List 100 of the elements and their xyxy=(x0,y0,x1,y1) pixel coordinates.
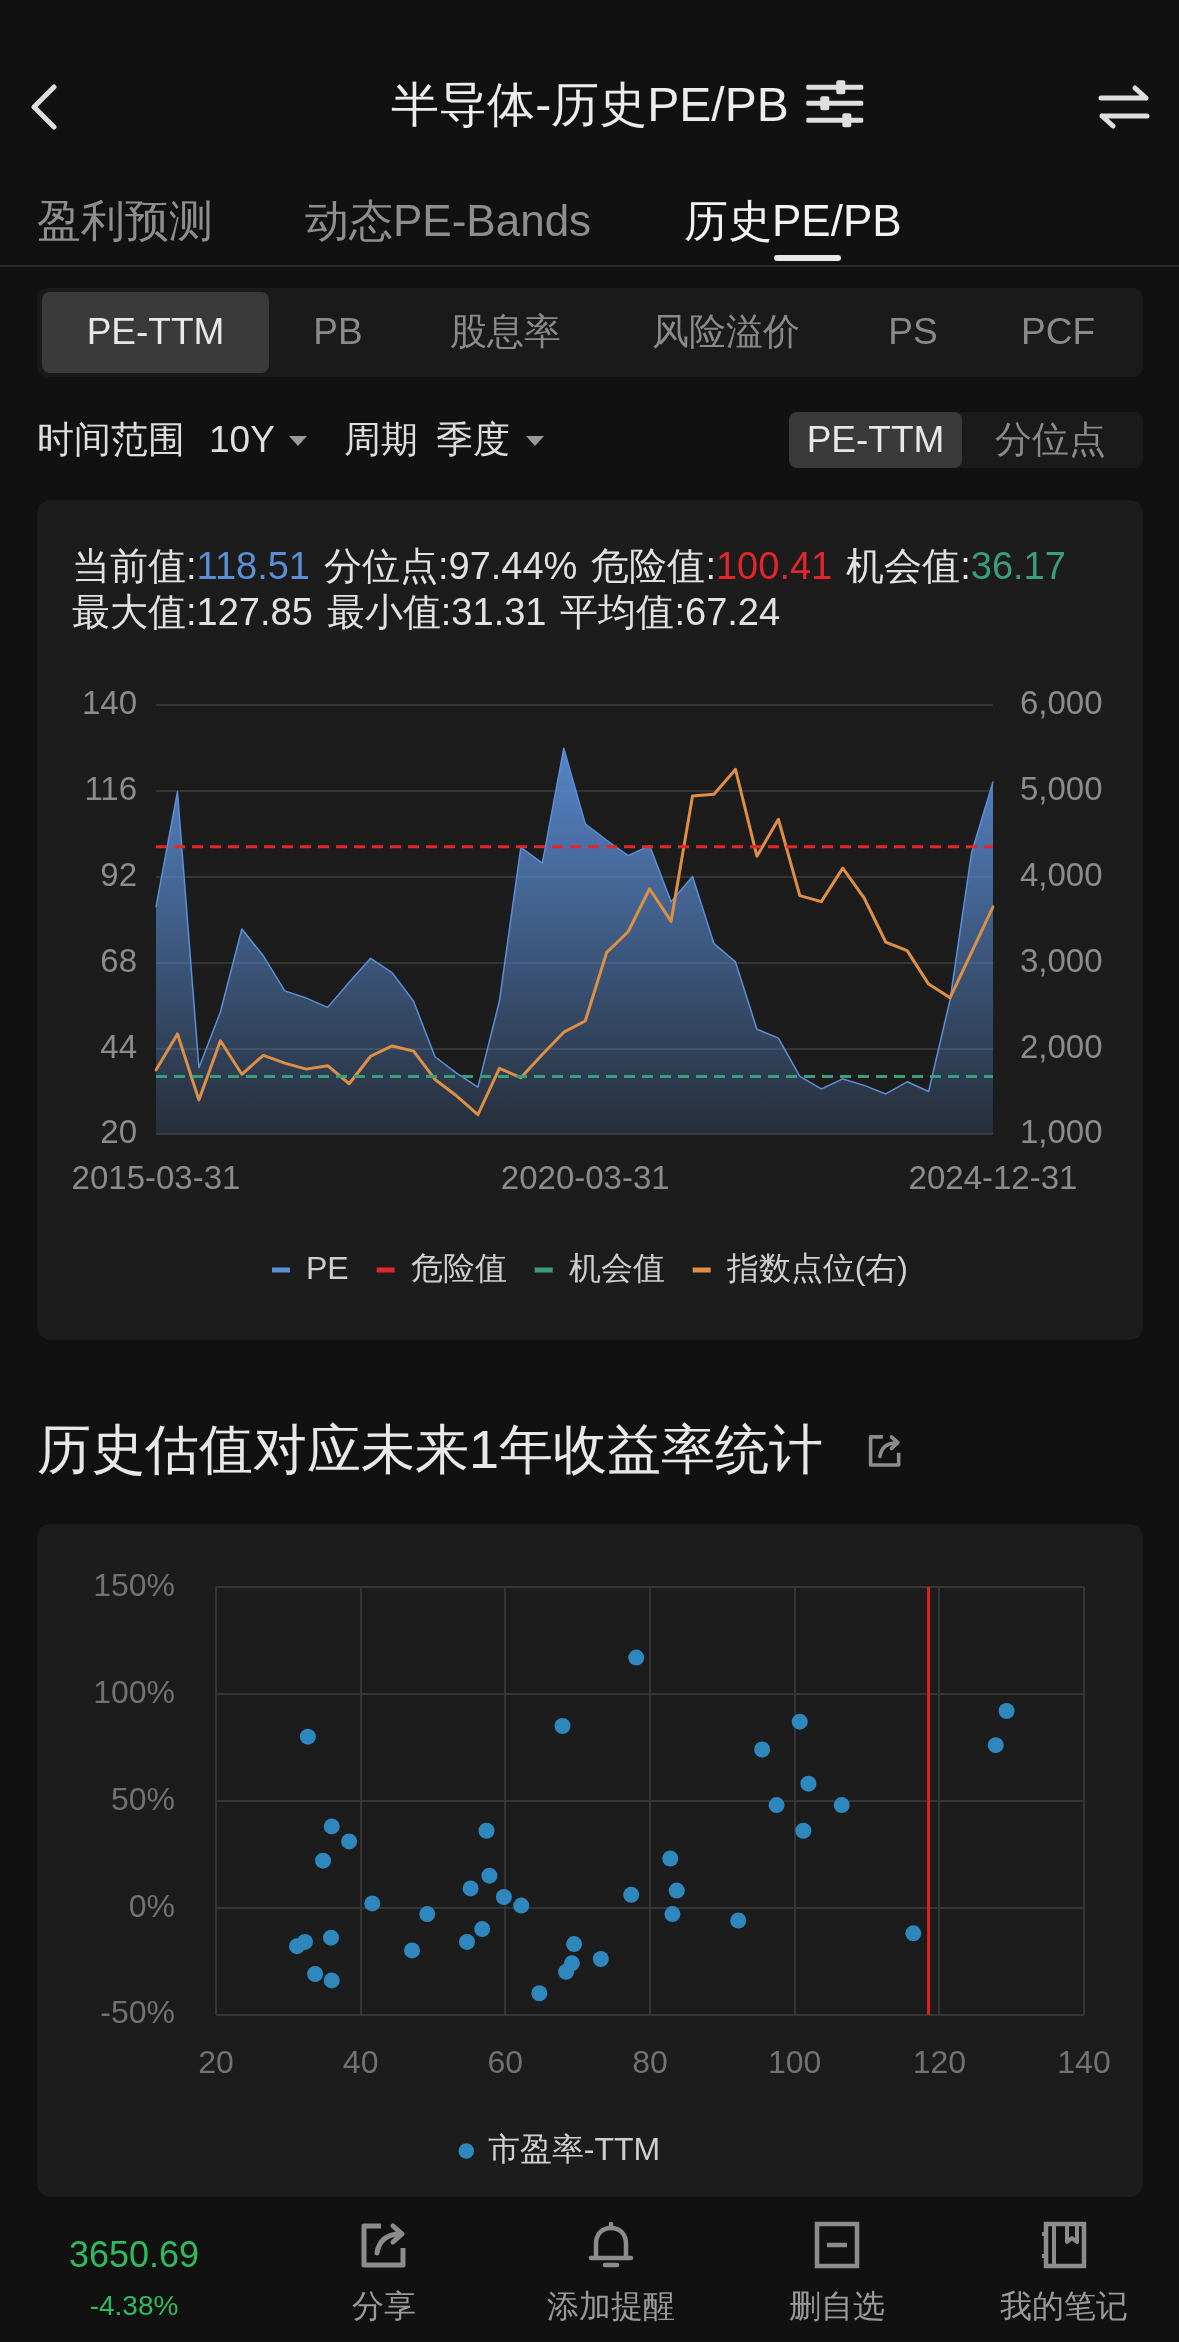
x-tick-label: 140 xyxy=(1057,2043,1111,2080)
text: 分位点 xyxy=(994,417,1106,462)
text: 最小值:31.31 xyxy=(326,590,547,633)
point xyxy=(662,1850,679,1867)
text: 最大值:127.85 xyxy=(72,590,313,633)
point xyxy=(462,1880,479,1897)
point xyxy=(315,1852,332,1869)
y-tick-label: 150% xyxy=(93,1566,175,1603)
point xyxy=(791,1713,808,1730)
text: 季度 xyxy=(436,417,510,462)
text: 时间范围 xyxy=(37,417,185,462)
point xyxy=(307,1965,324,1982)
x-tick-label: 40 xyxy=(342,2043,379,2080)
text: 动态PE-Bands xyxy=(305,194,592,247)
point xyxy=(364,1895,381,1912)
text: 平均值:67.24 xyxy=(560,590,781,633)
point xyxy=(563,1955,580,1972)
y-tick-label: 100% xyxy=(93,1673,175,1710)
point xyxy=(592,1951,609,1968)
point xyxy=(987,1737,1004,1754)
x-tick-label: 60 xyxy=(487,2043,524,2080)
x-tick-label: 2024-12-31 xyxy=(908,1159,1078,1197)
text: 机会值:36.17 xyxy=(846,545,1066,587)
y-tick-label: 92 xyxy=(100,855,137,893)
text: 删自选 xyxy=(789,2286,885,2326)
y-tick-label: 0% xyxy=(128,1887,175,1924)
legend-label: 市盈率-TTM xyxy=(487,2130,661,2167)
point xyxy=(795,1822,812,1839)
point xyxy=(478,1822,495,1839)
point xyxy=(323,1818,340,1835)
point xyxy=(833,1797,850,1814)
legend-label: 指数点位(右) xyxy=(725,1249,908,1286)
point xyxy=(800,1775,817,1792)
point xyxy=(481,1867,498,1884)
point xyxy=(341,1833,358,1850)
x-tick-label: 120 xyxy=(912,2043,967,2080)
point xyxy=(323,1972,340,1989)
y-tick-label: 50% xyxy=(110,1780,175,1817)
text: -4.38% xyxy=(89,2289,179,2323)
point xyxy=(404,1942,421,1959)
x-tick-label: 80 xyxy=(632,2043,668,2080)
y-tick-label: 20 xyxy=(100,1113,137,1151)
text: 股息率 xyxy=(449,309,561,354)
x-tick-label: 2020-03-31 xyxy=(500,1159,670,1197)
text: 半导体-历史PE/PB xyxy=(391,78,789,132)
point xyxy=(299,1728,316,1745)
y-tick-label: 44 xyxy=(100,1027,137,1065)
point xyxy=(513,1897,530,1914)
point xyxy=(459,1933,475,1950)
text: 当前值:118.51 xyxy=(72,545,310,587)
text: 我的笔记 xyxy=(1000,2286,1128,2326)
y2-tick-label: 4,000 xyxy=(1020,855,1103,893)
point xyxy=(668,1882,685,1899)
y2-tick-label: 1,000 xyxy=(1020,1113,1103,1151)
text: PCF xyxy=(1021,309,1095,354)
y-tick-label: -50% xyxy=(100,1994,175,2031)
y-tick-label: 140 xyxy=(81,684,137,722)
legend-label: 机会值 xyxy=(568,1249,665,1286)
y2-tick-label: 6,000 xyxy=(1020,684,1103,722)
x-tick-label: 100 xyxy=(767,2043,822,2080)
text: PS xyxy=(888,309,938,354)
x-tick-label: 2015-03-31 xyxy=(71,1159,241,1197)
text: 分享 xyxy=(352,2286,416,2326)
point xyxy=(623,1886,640,1903)
text: PB xyxy=(313,309,363,354)
legend-label: PE xyxy=(306,1249,349,1286)
y-tick-label: 116 xyxy=(84,769,137,807)
point xyxy=(495,1889,512,1906)
point xyxy=(664,1906,681,1923)
text: 历史PE/PB xyxy=(684,194,902,247)
text: PE-TTM xyxy=(42,292,269,373)
point xyxy=(566,1936,583,1953)
text: 危险值:100.41 xyxy=(591,545,833,587)
point xyxy=(554,1717,571,1734)
chart-title: 历史估值对应未来1年收益率统计 xyxy=(37,1417,824,1481)
x-tick-label: 20 xyxy=(198,2043,234,2080)
text: 添加提醒 xyxy=(547,2286,675,2326)
text: 周期 xyxy=(344,417,418,462)
point xyxy=(531,1985,548,2002)
legend-label: 危险值 xyxy=(410,1249,507,1286)
point xyxy=(296,1933,313,1950)
text: 10Y xyxy=(209,417,275,462)
point xyxy=(905,1925,922,1942)
y2-tick-label: 3,000 xyxy=(1020,941,1103,979)
point xyxy=(754,1741,771,1758)
point xyxy=(323,1929,340,1946)
point xyxy=(628,1649,645,1666)
text: 3650.69 xyxy=(68,2233,200,2277)
text: 分位点:97.44% xyxy=(323,545,578,587)
text: 盈利预测 xyxy=(37,194,213,247)
point xyxy=(474,1921,491,1938)
point xyxy=(419,1906,436,1923)
y2-tick-label: 5,000 xyxy=(1020,769,1103,807)
text: PE-TTM xyxy=(789,412,962,468)
point xyxy=(730,1912,747,1929)
text: 风险溢价 xyxy=(652,309,800,354)
point xyxy=(998,1703,1015,1719)
y-tick-label: 68 xyxy=(100,941,137,979)
point xyxy=(768,1797,785,1814)
y2-tick-label: 2,000 xyxy=(1020,1027,1103,1065)
